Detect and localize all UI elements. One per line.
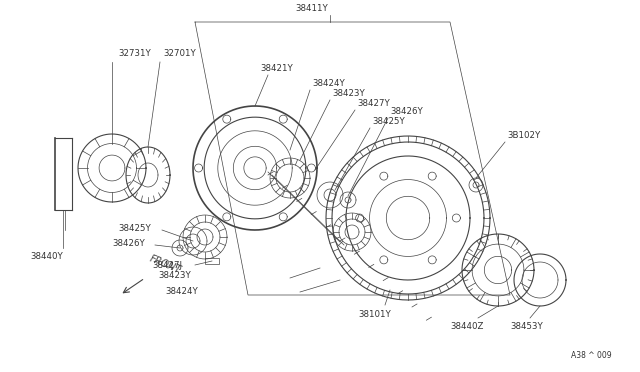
Text: 38423Y: 38423Y bbox=[158, 272, 191, 280]
Text: 38425Y: 38425Y bbox=[372, 117, 404, 126]
Bar bbox=[205, 258, 219, 264]
Text: 3B102Y: 3B102Y bbox=[507, 131, 540, 140]
Text: 38411Y: 38411Y bbox=[295, 4, 328, 13]
Text: 38440Y: 38440Y bbox=[30, 252, 63, 261]
Text: 38427Y: 38427Y bbox=[357, 99, 390, 108]
Text: 32701Y: 32701Y bbox=[163, 49, 196, 58]
Text: 38426Y: 38426Y bbox=[112, 238, 145, 247]
Text: 38426Y: 38426Y bbox=[390, 107, 423, 116]
Text: 38424Y: 38424Y bbox=[165, 288, 198, 296]
Text: 38424Y: 38424Y bbox=[312, 79, 345, 88]
Text: 38421Y: 38421Y bbox=[260, 64, 292, 73]
Text: 38425Y: 38425Y bbox=[118, 224, 151, 232]
Text: FRONT: FRONT bbox=[148, 253, 182, 275]
Text: 38453Y: 38453Y bbox=[510, 322, 543, 331]
Text: 38427J: 38427J bbox=[152, 260, 182, 269]
Text: 38440Z: 38440Z bbox=[450, 322, 483, 331]
Text: A38 ^ 009: A38 ^ 009 bbox=[572, 351, 612, 360]
Text: 32731Y: 32731Y bbox=[118, 49, 151, 58]
Text: 38423Y: 38423Y bbox=[332, 89, 365, 98]
Text: 38101Y: 38101Y bbox=[358, 310, 391, 319]
